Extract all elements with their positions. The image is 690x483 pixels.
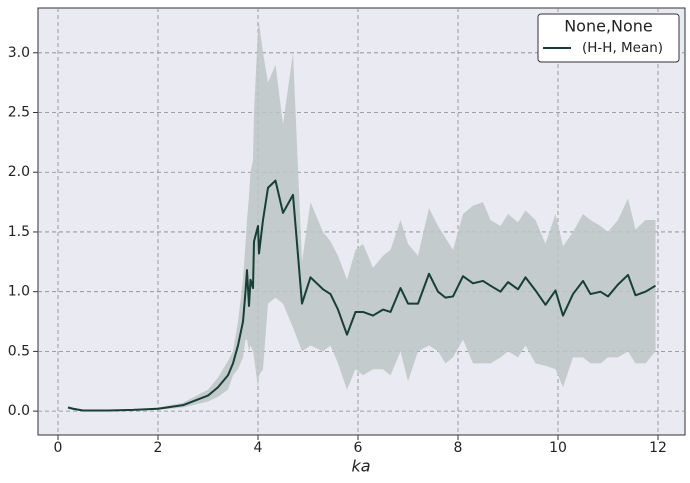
- legend: None,None (H-H, Mean): [537, 13, 680, 63]
- x-tick-label: 4: [254, 440, 263, 456]
- y-tick-label: 3.0: [8, 45, 30, 61]
- legend-label: (H-H, Mean): [582, 40, 663, 56]
- x-axis-label: ka: [351, 457, 370, 476]
- y-tick-label: 0.5: [8, 343, 30, 359]
- marks: [67, 22, 657, 412]
- legend-box: [537, 13, 680, 63]
- line: [67, 179, 657, 412]
- x-tick-label: 10: [549, 440, 567, 456]
- y-tick-label: 2.5: [8, 105, 30, 121]
- legend-title: None,None: [564, 17, 653, 36]
- y-tick-label: 1.0: [8, 284, 30, 300]
- ticks: 0 2 4 6 8 10 12 0.0 0.5 1.0 1.5 2.0 2.5 3.0: [8, 45, 667, 456]
- x-tick-label: 0: [54, 440, 63, 456]
- y-tick-label: 0.0: [8, 403, 30, 419]
- y-tick-label: 1.5: [8, 224, 30, 240]
- x-tick-label: 6: [354, 440, 363, 456]
- y-tick-label: 2.0: [8, 164, 30, 180]
- confidence-band: [68, 22, 656, 412]
- x-tick-label: 12: [649, 440, 667, 456]
- x-tick-label: 8: [454, 440, 463, 456]
- x-tick-label: 2: [154, 440, 163, 456]
